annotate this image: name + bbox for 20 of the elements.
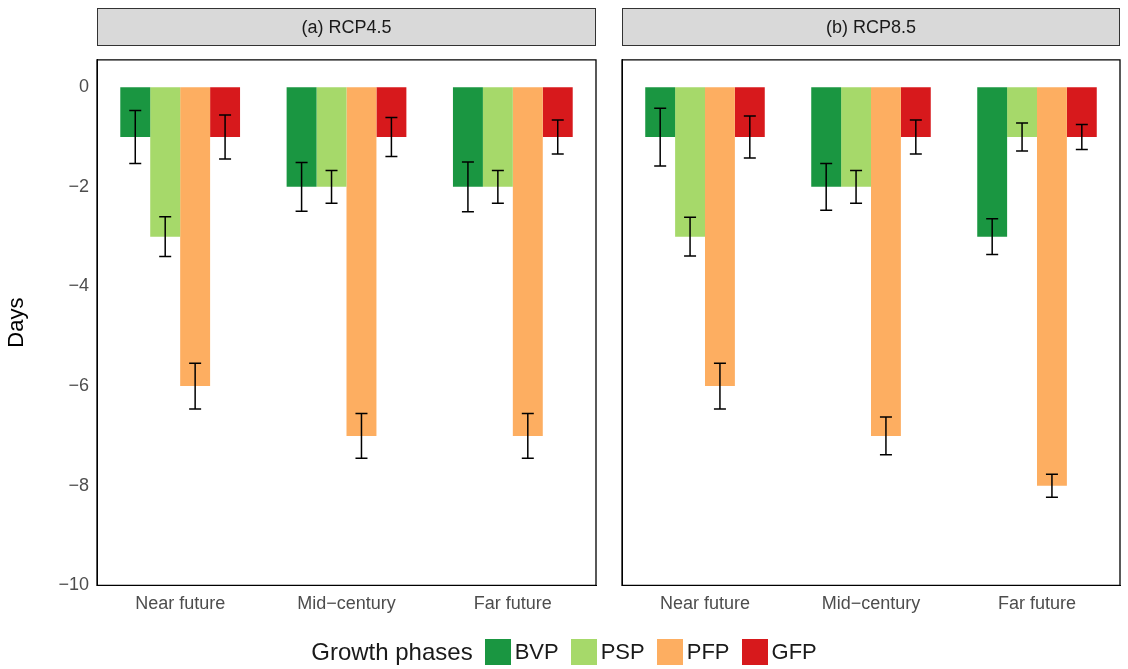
chart-title: (a) RCP4.5 bbox=[97, 8, 596, 46]
legend-label: GFP bbox=[771, 639, 817, 665]
y-tick-label: −10 bbox=[58, 574, 89, 595]
x-tick-label: Mid−century bbox=[821, 593, 921, 614]
y-axis-title: Days bbox=[3, 297, 29, 348]
legend-label: BVP bbox=[514, 639, 559, 665]
x-tick-label: Near future bbox=[135, 593, 226, 614]
x-tick-label: Mid−century bbox=[297, 593, 396, 614]
chart-title: (b) RCP8.5 bbox=[622, 8, 1120, 46]
x-tick-label: Far future bbox=[473, 593, 552, 614]
y-tick-label: −2 bbox=[68, 175, 89, 196]
y-tick-label: 0 bbox=[78, 76, 89, 97]
y-tick-label: −8 bbox=[68, 474, 89, 495]
x-tick-label: Far future bbox=[997, 593, 1077, 614]
legend-label: PSP bbox=[600, 639, 645, 665]
y-tick-label: −6 bbox=[68, 375, 89, 396]
x-tick-label: Near future bbox=[659, 593, 751, 614]
legend-title: Growth phases bbox=[311, 638, 473, 666]
y-tick-label: −4 bbox=[68, 275, 89, 296]
legend-label: PFP bbox=[686, 639, 730, 665]
